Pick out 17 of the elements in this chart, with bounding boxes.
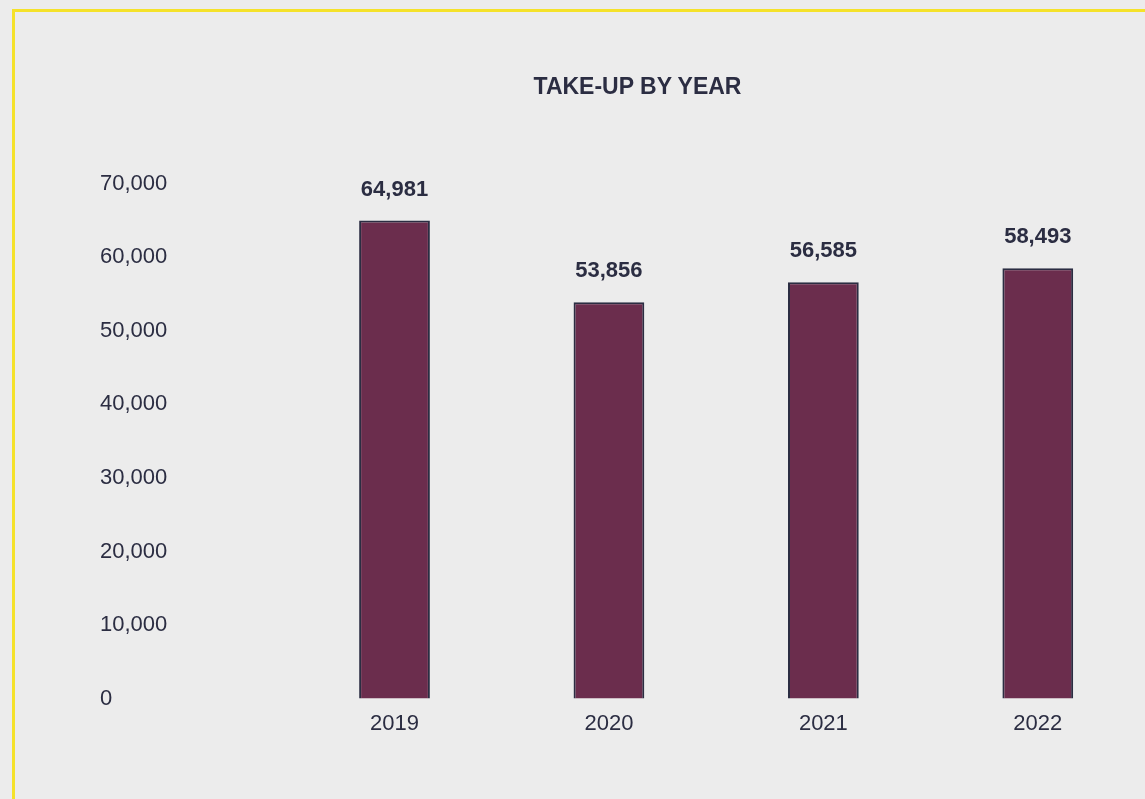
x-tick-label: 2021: [798, 709, 848, 735]
data-label: 64,981: [360, 175, 429, 201]
data-label: 56,585: [789, 237, 858, 263]
x-tick-label: 2022: [1013, 709, 1063, 735]
y-tick-label: 0: [100, 684, 113, 710]
y-tick-label: 70,000: [100, 169, 168, 195]
y-tick-label: 20,000: [100, 537, 168, 563]
y-tick-label: 30,000: [100, 463, 168, 489]
y-tick-label: 40,000: [100, 390, 168, 416]
y-tick-label: 50,000: [100, 316, 168, 342]
y-tick-label: 60,000: [100, 243, 168, 269]
x-tick-label: 2019: [370, 709, 419, 735]
x-tick-label: 2020: [584, 709, 634, 735]
y-tick-label: 10,000: [100, 611, 168, 637]
data-label: 53,856: [575, 257, 643, 283]
chart-title: TAKE-UP BY YEAR: [533, 73, 742, 100]
data-label: 58,493: [1004, 223, 1072, 249]
